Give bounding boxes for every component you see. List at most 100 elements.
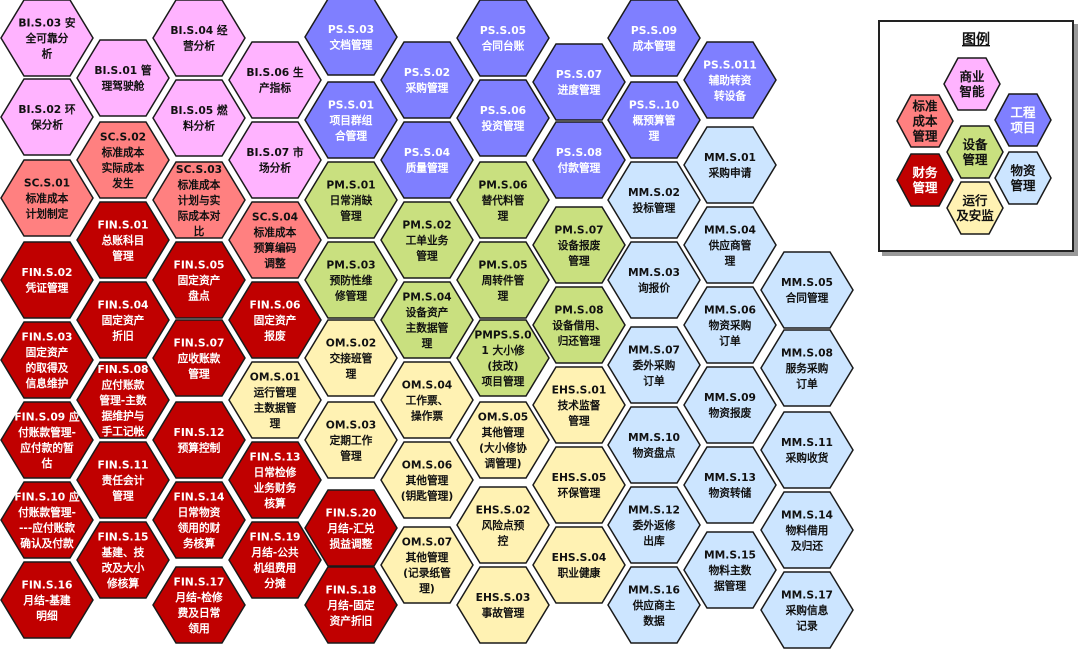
hex-label: OM.S.05 其他管理 (大小修协调管理) <box>478 411 528 471</box>
hex-shape <box>152 319 246 397</box>
hex-shape <box>380 201 474 279</box>
hex-shape <box>0 241 94 319</box>
hex-label-line: OM.S.05 <box>478 411 528 424</box>
hex-shape <box>607 566 701 644</box>
hex-shape <box>380 526 474 604</box>
hex-label-line: 归还管理 <box>558 334 601 347</box>
hex-label-line: 责任会计 <box>102 474 145 487</box>
hex-label-line: 应收账款 <box>178 352 221 365</box>
hex-shape <box>532 366 626 444</box>
hex-label: SC.S.02 标准成本实际成本发生 <box>100 131 146 191</box>
hex-label: MM.S.15 物料主数据管理 <box>704 548 756 592</box>
hex-label: FIN.S.10 应付账款管理- ---应付账款确认及付款 <box>14 491 80 551</box>
hex-label-line: 固定资产 <box>254 314 297 327</box>
hex-label: MM.S.02 投标管理 <box>628 186 680 215</box>
hex-label-line: 月结-固定 <box>326 599 374 612</box>
hex-label-line: PS.S.011 <box>703 58 757 71</box>
hex-label: PM.S.03 预防性维修管理 <box>326 258 375 302</box>
hex-label: SC.S.03 标准成本计划与实际成本对比 <box>176 163 222 238</box>
hex-label: PS.S.03 文档管理 <box>328 23 374 52</box>
hex-label-line: 质量管理 <box>406 162 449 175</box>
hex-label-line: SC.S.01 <box>24 176 70 189</box>
hex-label-line: 核算 <box>264 497 286 510</box>
hex-label: PM.S.01 日常消缺管理 <box>326 178 375 222</box>
hex-label-line: EHS.S.05 <box>552 471 607 484</box>
hex-shape <box>380 361 474 439</box>
hex-shape <box>607 241 701 319</box>
hex-label-line: 技术监督 <box>558 399 601 412</box>
hex-shape <box>456 161 550 239</box>
hex-label: EHS.S.05 环保管理 <box>552 471 607 500</box>
hex-label: BI.S.06 生产指标 <box>246 66 304 95</box>
hex-label-line: 事故管理 <box>482 607 525 620</box>
hex-label-line: 理 <box>498 209 509 222</box>
hex-label: BI.S.05 燃料分析 <box>170 104 228 133</box>
hex-shape <box>228 121 322 199</box>
hex-label: BI.S.07 市场分析 <box>246 146 304 175</box>
hex-shape <box>532 526 626 604</box>
hex-label-line: PM.S.04 <box>402 291 451 304</box>
hex-label: MM.S.09 物资报废 <box>704 391 756 420</box>
hex-label-line: 据维护与 <box>102 409 145 422</box>
hex-label-line: 管理-主数 <box>99 394 146 407</box>
hex-label: MM.S.06 物资采购订单 <box>704 303 756 347</box>
hex-label-line: PM.S.07 <box>554 223 603 236</box>
hex-shape <box>152 161 246 239</box>
hex-label-line: 理 <box>649 129 660 142</box>
hex-label-line: 物料主数 <box>709 564 752 577</box>
hex-shape <box>0 481 94 559</box>
hex-label: SC.S.04 标准成本预算编码调整 <box>252 211 298 270</box>
hex-label-line: 料分析 <box>183 120 215 133</box>
hex-label-line: 物资采购 <box>709 319 752 332</box>
hex-label-line: 资产折旧 <box>330 614 373 627</box>
hex-label: MM.S.08 服务采购订单 <box>781 346 833 390</box>
hex-label-line: 采购管理 <box>405 82 449 95</box>
hex-label-line: 物资报废 <box>709 407 752 420</box>
hex-label-line: 理) <box>419 582 435 595</box>
hex-label-line: 记录 <box>796 619 818 632</box>
hex-label-line: 领用 <box>188 622 209 635</box>
hex-label: PS.S.07 进度管理 <box>556 68 602 97</box>
hex-label-line: 月结-检修 <box>174 591 222 604</box>
hex-shape <box>760 251 854 329</box>
hex-label: PM.S.06 替代料管理 <box>478 178 527 222</box>
hex-label-line: 周转件管 <box>482 274 525 287</box>
hex-label-line: 标准成本 <box>25 192 69 205</box>
hex-label: PMPS.S.0 1 大小修 (技改) 项目管理 <box>474 329 531 389</box>
hex-label-line: BI.S.05 燃 <box>170 104 228 117</box>
hex-label-line: SC.S.04 <box>252 211 298 224</box>
hex-label-line: SC.S.03 <box>176 163 222 176</box>
hex-label: SC.S.01 标准成本计划制定 <box>24 176 70 220</box>
hex-label: EHS.S.01 技术监督管理 <box>552 383 607 427</box>
hex-label: OM.S.06 其他管理 (钥匙管理) <box>401 458 454 502</box>
hex-label: MM.S.04 供应商管理 <box>704 223 756 267</box>
hex-label-line: 工作票、 <box>406 394 449 407</box>
hex-shape <box>0 321 94 399</box>
hex-label-line: 调管理) <box>485 457 522 470</box>
hex-label: OM.S.04 工作票、操作票 <box>402 378 452 422</box>
hex-label-line: 管理 <box>112 489 134 502</box>
hex-label-line: 主数据管 <box>254 402 297 415</box>
hex-label-line: 理 <box>498 289 509 302</box>
hex-label-line: 日常检修 <box>254 466 297 479</box>
hex-shape <box>607 81 701 159</box>
hex-shape <box>304 319 398 397</box>
module-hex-sc-s-04: SC.S.04 标准成本预算编码调整 <box>228 201 322 279</box>
hex-label-line: 管理 <box>188 367 210 380</box>
hex-label-line: BI.S.01 管 <box>94 64 152 77</box>
hex-shape <box>683 531 777 609</box>
hex-label-line: PM.S.05 <box>478 258 527 271</box>
hex-label-line: 管理 <box>568 414 590 427</box>
hex-shape <box>304 566 398 644</box>
hex-shape <box>0 0 94 77</box>
hex-shape <box>76 361 170 439</box>
hex-label-line: MM.S.07 <box>628 343 680 356</box>
hex-label: PM.S.05 周转件管理 <box>478 258 527 302</box>
hex-label-line: 报废 <box>264 329 286 342</box>
module-hex-mm-s-06: MM.S.06 物资采购订单 <box>683 286 777 364</box>
hex-label-line: PS.S..10 <box>629 98 679 111</box>
hex-shape <box>304 161 398 239</box>
module-hex-mm-s-01: MM.S.01 采购申请 <box>683 126 777 204</box>
hex-label-line: 管理 <box>112 249 134 262</box>
module-hex-om-s-07: OM.S.07 其他管理 (记录纸管理) <box>380 526 474 604</box>
